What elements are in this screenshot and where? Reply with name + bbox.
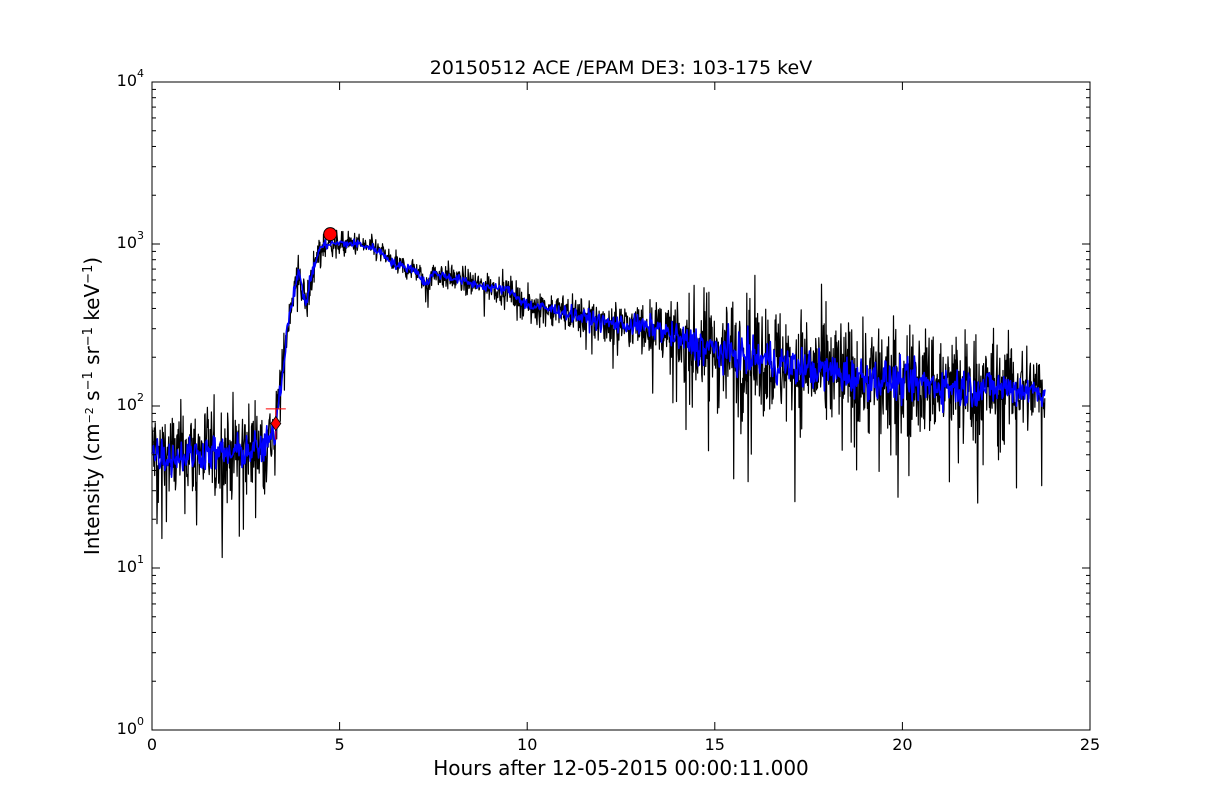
y-label-exp-1: −2 [83, 407, 96, 423]
series-layer [151, 229, 1046, 559]
marker-layer [265, 227, 338, 440]
x-axis-label: Hours after 12-05-2015 00:00:11.000 [433, 756, 809, 780]
y-label-prefix: Intensity (cm [80, 423, 104, 555]
plot-area [151, 227, 1046, 559]
peak-marker [323, 227, 338, 242]
x-axis: 0 5 10 15 20 25 [147, 82, 1100, 754]
y-tick-label: 102 [117, 391, 144, 414]
y-label-s: s [80, 390, 104, 407]
x-tick-label: 15 [705, 735, 725, 754]
y-label-exp-2: −1 [81, 371, 96, 390]
y-axis: 100 101 102 103 104 [117, 67, 1090, 738]
y-tick-label: 101 [117, 553, 144, 576]
y-tick-label: 100 [117, 715, 144, 738]
x-tick-label: 10 [517, 735, 537, 754]
x-tick-label: 5 [335, 735, 345, 754]
onset-marker [270, 415, 282, 432]
x-tick-label: 25 [1080, 735, 1100, 754]
y-label-kev: keV [80, 284, 104, 328]
y-tick-label: 104 [117, 67, 144, 90]
y-tick-label: 103 [117, 229, 144, 252]
x-tick-label: 0 [147, 735, 157, 754]
y-label-suffix: ) [80, 257, 104, 265]
chart-title: 20150512 ACE /EPAM DE3: 103-175 keV [430, 57, 812, 79]
y-label-exp-4: −1 [81, 265, 96, 284]
y-axis-label: Intensity (cm−2 s−1 sr−1 keV−1) [80, 257, 104, 555]
x-tick-label: 20 [892, 735, 912, 754]
series-line-smoothed [151, 238, 1046, 479]
y-label-sr: sr [80, 345, 104, 371]
y-label-exp-3: −1 [81, 327, 96, 346]
